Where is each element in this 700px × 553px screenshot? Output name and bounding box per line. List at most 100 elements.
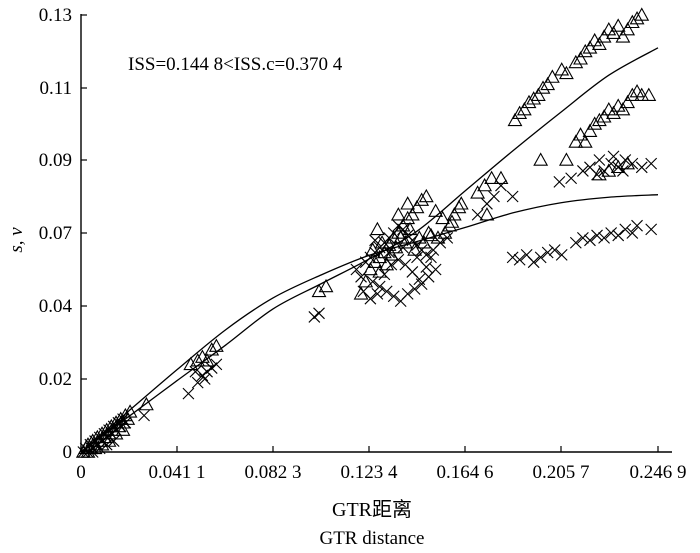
- triangle-point: [606, 25, 621, 40]
- cross-point: [598, 231, 610, 244]
- triangle-series: [75, 7, 657, 458]
- x-tick-label: 0.246 9: [630, 462, 687, 483]
- triangle-point: [582, 123, 598, 137]
- cross-point: [107, 435, 120, 447]
- cross-point: [534, 251, 547, 264]
- cross-point: [565, 172, 578, 185]
- cross-point: [350, 263, 363, 276]
- cross-point: [619, 223, 632, 236]
- triangle-point: [610, 18, 626, 32]
- triangle-point: [353, 286, 369, 300]
- triangle-point: [573, 127, 588, 141]
- triangle-point: [507, 112, 523, 127]
- triangle-point: [615, 29, 631, 43]
- cross-point: [577, 231, 589, 244]
- cross-point: [506, 190, 519, 203]
- triangle-point: [400, 210, 416, 225]
- triangle-point: [208, 338, 224, 352]
- triangle-point: [372, 264, 388, 278]
- cross-point: [380, 285, 393, 298]
- x-tick-label: 0.123 4: [341, 462, 399, 483]
- triangle-point: [533, 152, 549, 166]
- triangle-point: [390, 207, 406, 221]
- cross-point: [605, 227, 618, 239]
- triangle-point: [544, 69, 560, 83]
- triangle-point: [591, 112, 607, 127]
- cross-point: [548, 244, 561, 256]
- cross-series: [77, 150, 658, 458]
- triangle-point: [453, 196, 469, 210]
- y-tick-label: 0.09: [39, 150, 72, 171]
- cross-point: [91, 438, 104, 451]
- triangle-point: [641, 87, 657, 101]
- x-tick-label: 0.082 3: [245, 462, 302, 483]
- triangle-point: [634, 7, 650, 21]
- triangle-point: [493, 170, 509, 184]
- cross-point: [373, 280, 386, 293]
- triangle-point: [526, 91, 542, 105]
- cross-point: [553, 176, 566, 188]
- triangle-point: [470, 185, 486, 199]
- triangle-point: [577, 134, 593, 148]
- triangle-point: [479, 207, 495, 221]
- cross-point: [425, 251, 437, 264]
- triangle-point: [318, 278, 334, 293]
- triangle-point: [629, 83, 645, 98]
- x-tick-label: 0.205 7: [533, 462, 590, 483]
- cross-point: [366, 275, 379, 288]
- triangle-point: [624, 14, 640, 29]
- cross-point: [397, 223, 409, 236]
- triangle-point: [582, 40, 598, 54]
- triangle-point: [423, 227, 439, 242]
- triangle-point: [362, 261, 378, 276]
- cross-point: [631, 219, 643, 232]
- cross-point: [117, 413, 129, 426]
- cross-point: [110, 424, 122, 436]
- triangle-point: [430, 230, 446, 244]
- cross-point: [645, 157, 658, 170]
- triangle-point: [400, 196, 416, 210]
- cross-point: [401, 287, 414, 300]
- cross-point: [105, 427, 118, 440]
- triangle-point: [477, 177, 493, 192]
- triangle-point: [402, 221, 418, 236]
- cross-point: [626, 227, 639, 239]
- cross-point: [210, 358, 223, 371]
- triangle-point: [484, 170, 500, 184]
- triangle-point: [190, 353, 206, 367]
- cross-point: [513, 253, 526, 266]
- triangle-point: [620, 21, 636, 36]
- cross-point: [584, 234, 596, 247]
- cross-point: [387, 227, 400, 239]
- triangle-point: [554, 62, 570, 76]
- triangle-point: [577, 43, 593, 58]
- y-tick-label: 0.11: [39, 78, 72, 99]
- cross-point: [591, 168, 603, 181]
- x-tick-label: 0.164 6: [437, 462, 494, 483]
- cross-point: [607, 150, 620, 163]
- cross-point: [408, 283, 421, 295]
- cross-point: [569, 236, 582, 249]
- cross-point: [541, 246, 554, 259]
- triangle-point: [442, 218, 458, 232]
- triangle-point: [199, 353, 215, 367]
- cross-point: [506, 251, 519, 264]
- cross-point: [555, 249, 568, 261]
- triangle-point: [615, 101, 631, 116]
- triangle-point: [620, 94, 636, 109]
- x-ticks: 0 0.041 1 0.082 3 0.123 4 0.164 6 0.205 7 0.24…: [76, 446, 687, 483]
- triangle-point: [204, 342, 220, 356]
- cross-point: [488, 190, 500, 203]
- triangle-point: [606, 105, 621, 119]
- triangle-point: [573, 51, 588, 65]
- triangle-point: [414, 192, 430, 206]
- cross-point: [617, 165, 629, 177]
- triangle-point: [596, 109, 612, 123]
- cross-point: [429, 263, 442, 276]
- triangle-point: [540, 76, 556, 91]
- triangle-point: [183, 356, 199, 371]
- cross-point: [383, 246, 395, 259]
- cross-point: [392, 219, 405, 232]
- triangle-point: [516, 101, 532, 116]
